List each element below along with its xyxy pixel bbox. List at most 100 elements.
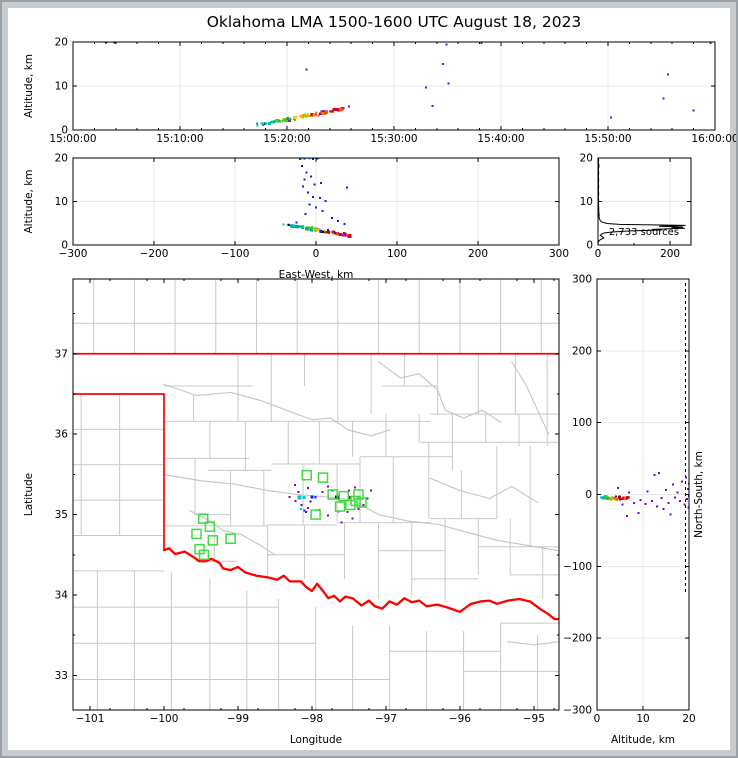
ew-height-data <box>282 158 352 238</box>
panel-ns-height: 0 10 20 −300 −200 −100 0 100 200 300 Altitude, km N… <box>563 274 705 747</box>
figure-title: Oklahoma LMA 1500-1600 UTC August 18, 20… <box>206 13 582 31</box>
data-point <box>687 494 689 497</box>
data-point <box>293 224 296 227</box>
data-point <box>299 507 302 510</box>
data-point <box>306 191 309 194</box>
data-point <box>256 124 259 127</box>
data-point <box>300 115 303 118</box>
x-tick-label: 20 <box>682 713 695 725</box>
data-point <box>610 497 613 500</box>
data-point <box>686 497 689 500</box>
data-point <box>651 499 654 502</box>
flash-square <box>317 472 329 483</box>
data-point <box>314 112 317 115</box>
x-tick-label: −300 <box>59 248 88 260</box>
data-point <box>611 495 614 498</box>
data-point <box>307 487 310 490</box>
data-point <box>606 495 609 498</box>
data-point <box>265 122 268 125</box>
data-point <box>431 104 434 107</box>
data-point <box>310 495 314 499</box>
data-point <box>298 158 301 160</box>
y-tick-label: 10 <box>55 196 68 208</box>
x-tick-label: 0 <box>594 713 601 725</box>
state-border-red-river <box>162 547 559 621</box>
data-point <box>292 118 295 121</box>
y-axis-title: Altitude, km <box>23 169 35 233</box>
data-point <box>324 231 327 234</box>
data-point <box>316 228 319 231</box>
data-point <box>618 498 621 501</box>
data-point <box>270 120 273 123</box>
data-point <box>255 122 258 125</box>
x-tick-label: 10 <box>636 713 649 725</box>
data-point <box>681 480 684 483</box>
data-point <box>357 507 360 510</box>
y-tick-label: 37 <box>55 348 68 360</box>
y-tick-label: 10 <box>55 81 68 93</box>
data-point <box>309 500 312 503</box>
y-tick-label: 33 <box>55 670 68 682</box>
data-point <box>665 489 667 492</box>
x-tick-label: −101 <box>76 713 105 725</box>
data-point <box>303 509 306 512</box>
data-point <box>319 230 323 234</box>
data-point <box>305 171 308 174</box>
data-point <box>317 114 320 117</box>
flash-square <box>301 469 313 481</box>
data-point <box>602 497 605 500</box>
data-point <box>314 230 317 233</box>
data-point <box>301 116 304 119</box>
data-point <box>320 110 323 113</box>
x-tick-label: −96 <box>449 713 471 725</box>
flash-square <box>198 549 210 561</box>
data-point <box>339 233 342 236</box>
y-tick-label: 300 <box>572 274 592 286</box>
data-point <box>105 42 108 44</box>
data-point <box>334 232 337 235</box>
data-point <box>339 107 343 111</box>
river-line <box>163 383 391 437</box>
data-point <box>662 507 665 510</box>
x-axis-title: Altitude, km <box>611 734 675 746</box>
flash-square <box>350 495 361 507</box>
data-point <box>480 42 483 44</box>
panel-frame <box>72 278 560 711</box>
data-point <box>653 474 656 477</box>
data-point <box>286 224 289 227</box>
data-point <box>345 186 348 189</box>
data-point <box>307 507 310 510</box>
data-point <box>310 175 313 178</box>
data-point <box>347 235 350 238</box>
data-point <box>687 487 689 490</box>
data-point <box>362 503 365 506</box>
y-tick-label: 20 <box>55 153 68 165</box>
data-point <box>295 116 298 119</box>
river-line <box>377 361 502 423</box>
flash-square <box>327 489 338 500</box>
data-point <box>306 227 309 230</box>
data-point <box>321 210 324 213</box>
map-points <box>191 469 373 561</box>
x-tick-label: 0 <box>313 248 320 260</box>
data-point <box>325 110 328 113</box>
x-tick-label: 15:30:00 <box>370 133 417 145</box>
x-tick-label: 15:10:00 <box>156 133 203 145</box>
time-height-data <box>105 42 712 127</box>
data-point <box>662 97 665 100</box>
y-tick-label: 0 <box>61 125 68 137</box>
flash-square <box>334 501 346 512</box>
data-point <box>341 234 344 237</box>
data-point <box>314 496 317 499</box>
data-point <box>331 111 334 114</box>
data-point <box>322 109 325 112</box>
data-point <box>447 82 450 85</box>
source-count-label: 2,733 sources <box>609 227 679 238</box>
data-point <box>327 229 330 232</box>
data-point <box>637 512 640 515</box>
x-tick-label: 16:00:00 <box>691 133 738 145</box>
data-point <box>291 224 294 227</box>
y-axis-title: North-South, km <box>693 451 705 538</box>
